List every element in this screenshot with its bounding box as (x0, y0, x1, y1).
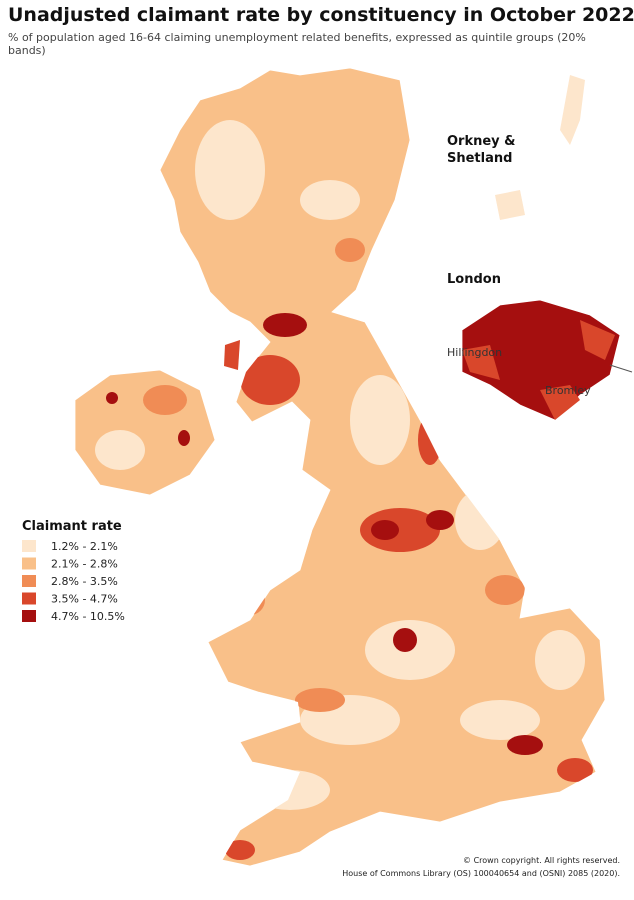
legend-label: 3.5% - 4.7% (51, 593, 118, 606)
legend-swatch (22, 610, 36, 622)
orkney-shetland (495, 75, 585, 220)
subtitle: % of population aged 16-64 claiming unem… (8, 31, 586, 57)
legend-label: 1.2% - 2.1% (51, 540, 118, 553)
legend-swatch (22, 575, 36, 587)
legend-swatch (22, 557, 36, 570)
great-britain (159, 67, 606, 867)
legend: 1.2% - 2.1% 2.1% - 2.8% 2.8% - 3.5% 3.5% - … (22, 540, 125, 623)
legend-label: 4.7% - 10.5% (51, 610, 125, 623)
source: House of Commons Library (OS) 100040654 … (342, 869, 620, 878)
northern-ireland (74, 369, 216, 496)
london-inset (461, 299, 633, 421)
copyright: © Crown copyright. All rights reserved. (463, 856, 620, 865)
label-line: Shetland (447, 151, 512, 166)
title: Unadjusted claimant rate by constituency… (8, 4, 634, 26)
legend-swatch (22, 592, 36, 605)
legend-label: 2.8% - 3.5% (51, 575, 118, 588)
legend-swatch (22, 540, 36, 552)
legend-label: 2.1% - 2.8% (51, 558, 118, 571)
label-orkney-shetland: Orkney & Shetland (447, 134, 516, 166)
label-hillingdon: Hillingdon (447, 346, 502, 359)
legend-title: Claimant rate (22, 519, 122, 534)
label-london: London (447, 272, 501, 287)
label-bromley: Bromley (545, 384, 591, 397)
label-line: Orkney & (447, 134, 516, 149)
